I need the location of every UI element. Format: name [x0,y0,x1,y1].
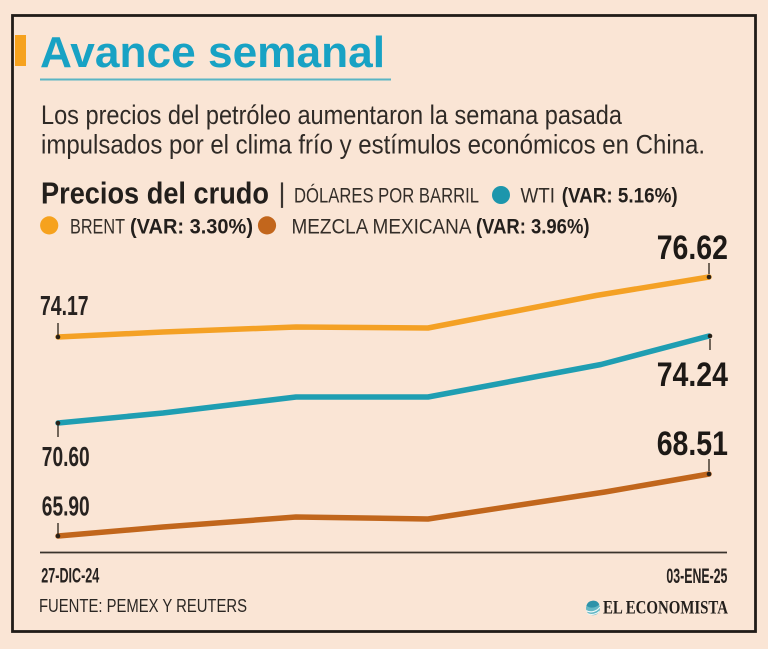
svg-text:(VAR: 3.30%): (VAR: 3.30%) [130,214,253,238]
svg-text:(VAR: 3.96%): (VAR: 3.96%) [476,214,590,238]
svg-text:27-DIC-24: 27-DIC-24 [41,564,99,588]
svg-text:74.24: 74.24 [657,356,728,394]
svg-text:impulsados por el clima frío y: impulsados por el clima frío y estímulos… [41,130,705,160]
svg-text:65.90: 65.90 [42,491,90,522]
svg-text:Precios del crudo: Precios del crudo [41,175,269,210]
svg-text:(VAR: 5.16%): (VAR: 5.16%) [562,184,678,208]
svg-text:EL ECONOMISTA: EL ECONOMISTA [603,598,728,619]
svg-text:DÓLARES POR BARRIL: DÓLARES POR BARRIL [294,183,479,208]
svg-text:03-ENE-25: 03-ENE-25 [666,564,727,588]
svg-text:74.17: 74.17 [40,290,89,321]
svg-text:68.51: 68.51 [657,425,728,463]
svg-text:70.60: 70.60 [42,441,90,472]
svg-text:Avance semanal: Avance semanal [40,28,385,77]
svg-text:FUENTE: PEMEX Y REUTERS: FUENTE: PEMEX Y REUTERS [39,595,247,616]
svg-text:BRENT: BRENT [70,214,125,238]
svg-text:WTI: WTI [521,184,556,208]
svg-text:MEZCLA MEXICANA: MEZCLA MEXICANA [292,214,473,238]
svg-text:Los precios del petróleo aumen: Los precios del petróleo aumentaron la s… [41,100,623,130]
svg-text:76.62: 76.62 [657,229,728,267]
